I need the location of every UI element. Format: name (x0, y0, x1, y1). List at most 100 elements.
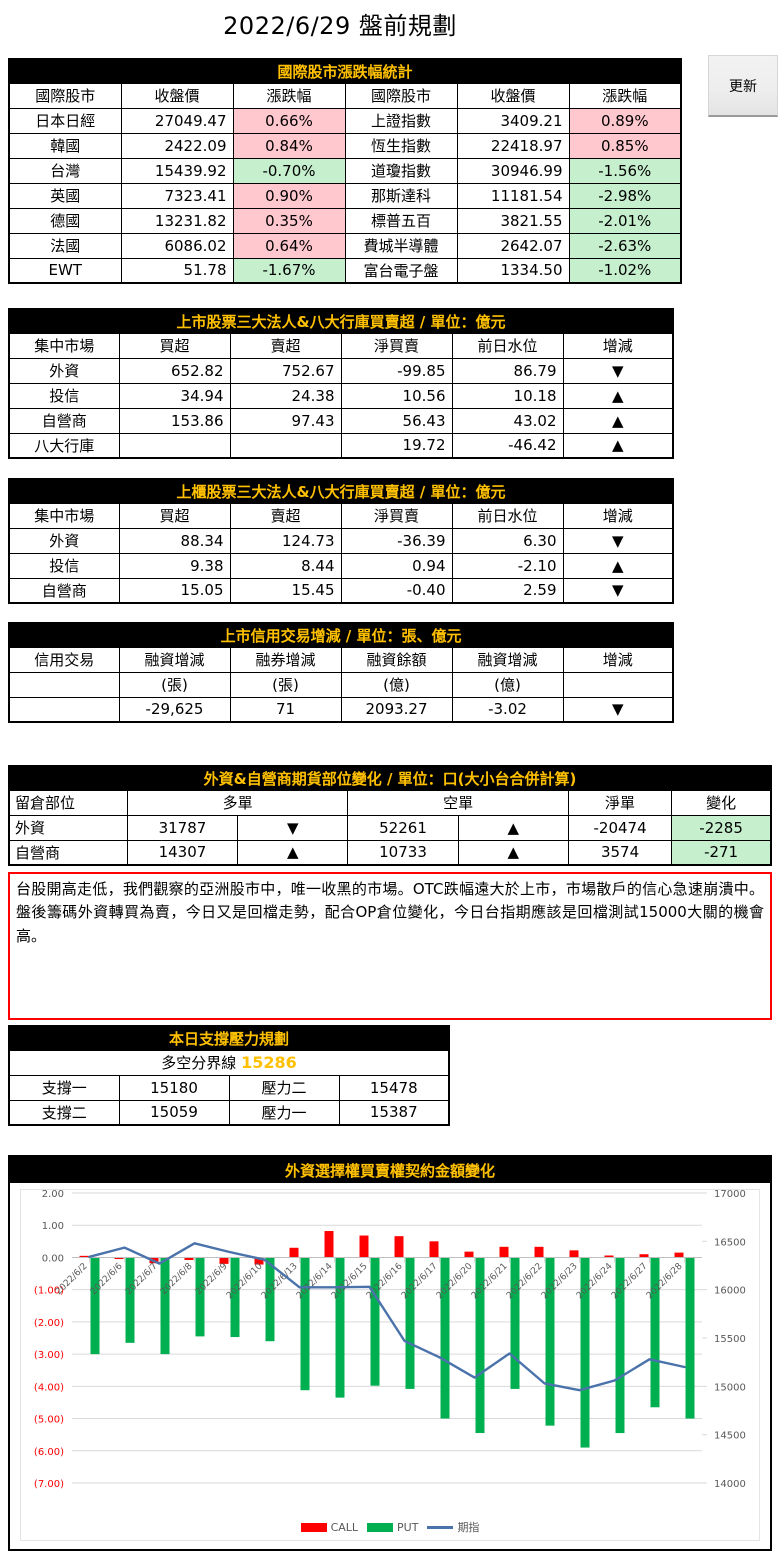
table-row: 投信 34.94 24.38 10.56 10.18 ▲ (8, 382, 674, 409)
market-name: 那斯達科 (344, 182, 458, 209)
market-change: 0.66% (232, 107, 346, 134)
sell-amount: 15.45 (229, 577, 342, 604)
market-close: 11181.54 (456, 182, 570, 209)
support-resistance-block: 本日支撐壓力規劃 多空分界線 15286 支撐一 15180 壓力二 15478… (8, 1025, 451, 1126)
market-change: -1.02% (568, 257, 682, 284)
support-value: 15059 (118, 1099, 230, 1126)
table-row: 自營商 153.86 97.43 56.43 43.02 ▲ (8, 407, 674, 434)
svg-text:2.00: 2.00 (42, 1189, 64, 1200)
header-buy: 買超 (118, 502, 231, 529)
arrow-up-icon: ▲ (457, 839, 569, 866)
table-row: 八大行庫 19.72 -46.42 ▲ (8, 432, 674, 459)
table-row: 支撐一 15180 壓力二 15478 (8, 1074, 450, 1101)
market-close: 27049.47 (120, 107, 234, 134)
market-change: 0.85% (568, 132, 682, 159)
buy-amount: 88.34 (118, 527, 231, 554)
header-change-left: 漲跌幅 (232, 82, 346, 109)
arrow-down-icon: ▼ (562, 577, 674, 604)
table-row: 自營商 15.05 15.45 -0.40 2.59 ▼ (8, 577, 674, 604)
otc-institutions-block: 上櫃股票三大法人&八大行庫買賣超 / 單位：億元 集中市場 買超 賣超 淨買賣 … (8, 478, 675, 604)
resistance-label: 壓力一 (228, 1099, 340, 1126)
header-delta: 增減 (562, 332, 674, 359)
value-cell (8, 696, 120, 723)
net-amount: -36.39 (340, 527, 453, 554)
header-margin-change: 融資增減 (118, 646, 231, 673)
investor-type: 投信 (8, 382, 120, 409)
support-resistance-table: 本日支撐壓力規劃 多空分界線 15286 支撐一 15180 壓力二 15478… (8, 1025, 451, 1126)
table-row: 外資 652.82 752.67 -99.85 86.79 ▼ (8, 357, 674, 384)
table-title-row: 上市信用交易增減 / 單位：張、億元 (8, 622, 674, 648)
header-long: 多單 (126, 789, 349, 816)
header-net: 淨單 (567, 789, 673, 816)
table-row: EWT 51.78 -1.67% 富台電子盤 1334.50 -1.02% (8, 257, 682, 284)
global-markets-block: 國際股市漲跌幅統計 國際股市 收盤價 漲跌幅 國際股市 收盤價 漲跌幅 日本日經… (8, 58, 683, 284)
legend-item-call: CALL (300, 1521, 358, 1534)
market-name: 日本日經 (8, 107, 122, 134)
table-row: 外資 31787 ▼ 52261 ▲ -20474 -2285 (8, 814, 772, 841)
table-header-row: 信用交易 融資增減 融券增減 融資餘額 融資增減 增減 (8, 646, 674, 673)
sell-amount: 8.44 (229, 552, 342, 579)
header-change: 變化 (671, 789, 772, 816)
table-row: 英國 7323.41 0.90% 那斯達科 11181.54 -2.98% (8, 182, 682, 209)
chart-legend: CALL PUT 期指 (10, 1519, 770, 1535)
update-button[interactable]: 更新 (708, 55, 778, 117)
legend-item-put: PUT (367, 1521, 418, 1534)
market-close: 30946.99 (456, 157, 570, 184)
margin-trading-title: 上市信用交易增減 / 單位：張、億元 (8, 622, 674, 648)
support-label: 支撐二 (8, 1099, 120, 1126)
investor-type: 外資 (8, 357, 120, 384)
arrow-down-icon: ▼ (562, 527, 674, 554)
listed-institutions-block: 上市股票三大法人&八大行庫買賣超 / 單位：億元 集中市場 買超 賣超 淨買賣 … (8, 308, 675, 459)
market-close: 51.78 (120, 257, 234, 284)
arrow-down-icon: ▼ (562, 357, 674, 384)
prev-level: 86.79 (451, 357, 564, 384)
investor-type: 自營商 (8, 839, 128, 866)
net-amount: 56.43 (340, 407, 453, 434)
legend-label-put: PUT (397, 1520, 419, 1534)
market-name: 上證指數 (344, 107, 458, 134)
market-close: 7323.41 (120, 182, 234, 209)
margin-balance-value: 2093.27 (340, 696, 453, 723)
divider-cell: 多空分界線 15286 (8, 1049, 450, 1076)
margin-change-amount: -3.02 (451, 696, 564, 723)
arrow-up-icon: ▲ (562, 407, 674, 434)
table-row: 投信 9.38 8.44 0.94 -2.10 ▲ (8, 552, 674, 579)
market-change: 0.35% (232, 207, 346, 234)
prev-level: 10.18 (451, 382, 564, 409)
divider-label: 多空分界線 (161, 1054, 237, 1072)
market-change: -1.67% (232, 257, 346, 284)
unit-cell: (億) (451, 671, 564, 698)
table-title-row: 本日支撐壓力規劃 (8, 1025, 450, 1051)
market-name: 英國 (8, 182, 122, 209)
header-market: 集中市場 (8, 332, 120, 359)
svg-text:16500: 16500 (714, 1237, 746, 1248)
prev-level: 43.02 (451, 407, 564, 434)
svg-text:(3.00): (3.00) (34, 1350, 64, 1361)
header-market-right: 國際股市 (344, 82, 458, 109)
position-change: -2285 (671, 814, 772, 841)
header-market: 集中市場 (8, 502, 120, 529)
table-units-row: (張) (張) (億) (億) (8, 671, 674, 698)
table-header-row: 集中市場 買超 賣超 淨買賣 前日水位 增減 (8, 332, 674, 359)
market-close: 13231.82 (120, 207, 234, 234)
investor-type: 自營商 (8, 577, 120, 604)
market-close: 3409.21 (456, 107, 570, 134)
table-row: 德國 13231.82 0.35% 標普五百 3821.55 -2.01% (8, 207, 682, 234)
legend-label-futures: 期指 (457, 1521, 480, 1534)
unit-cell: (張) (118, 671, 231, 698)
listed-institutions-table: 上市股票三大法人&八大行庫買賣超 / 單位：億元 集中市場 買超 賣超 淨買賣 … (8, 308, 675, 459)
market-name: EWT (8, 257, 122, 284)
market-name: 恆生指數 (344, 132, 458, 159)
header-sell: 賣超 (229, 502, 342, 529)
arrow-up-icon: ▲ (562, 552, 674, 579)
otc-institutions-table: 上櫃股票三大法人&八大行庫買賣超 / 單位：億元 集中市場 買超 賣超 淨買賣 … (8, 478, 675, 604)
market-change: -2.98% (568, 182, 682, 209)
market-close: 6086.02 (120, 232, 234, 259)
table-title-row: 外資&自營商期貨部位變化 / 單位：口(大小台合併計算) (8, 765, 772, 791)
market-change: 0.64% (232, 232, 346, 259)
market-name: 台灣 (8, 157, 122, 184)
svg-text:15500: 15500 (714, 1334, 746, 1345)
margin-trading-block: 上市信用交易增減 / 單位：張、億元 信用交易 融資增減 融券增減 融資餘額 融… (8, 622, 675, 723)
investor-type: 八大行庫 (8, 432, 120, 459)
table-header-row: 集中市場 買超 賣超 淨買賣 前日水位 增減 (8, 502, 674, 529)
